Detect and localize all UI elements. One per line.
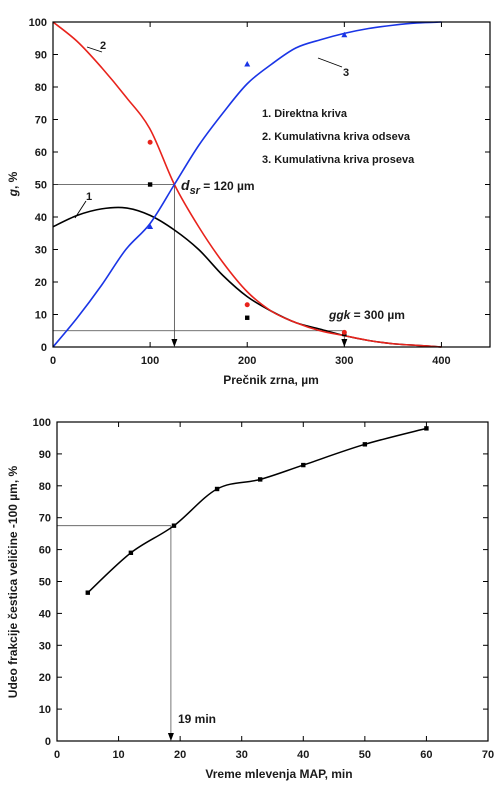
y-tick-label: 60 — [39, 545, 51, 557]
milling-curve-point — [128, 550, 134, 555]
curves — [87, 427, 427, 594]
milling-curve-point — [171, 523, 177, 528]
curves — [52, 21, 442, 348]
y-tick-label: 100 — [33, 417, 51, 429]
y-tick-label: 0 — [41, 342, 47, 354]
x-axis-ticks: 0 10 20 30 40 50 60 70 — [54, 422, 494, 761]
curve-label-1-pointer — [74, 200, 87, 219]
y-tick-label: 50 — [39, 577, 51, 589]
curve-label-2: 2 — [100, 40, 106, 52]
direct-curve-point — [147, 182, 153, 187]
y-tick-label: 70 — [39, 513, 51, 525]
legend-item-3: 3. Kumulativna kriva proseva — [262, 154, 415, 166]
y-axis-label-unit: , % — [6, 171, 20, 189]
ggk-symbol: ggk — [328, 308, 352, 322]
plot-frame — [52, 21, 491, 348]
y-tick-label: 90 — [35, 50, 47, 62]
milling-curve-point — [362, 442, 368, 447]
oversize-curve-point — [147, 139, 153, 145]
dsr-value: = 120 µm — [200, 179, 255, 193]
x-tick-label: 400 — [432, 355, 450, 367]
curve-label-3-pointer — [317, 57, 343, 68]
x-tick-label: 20 — [174, 749, 186, 761]
y-axis-label: Udeo frakcije čestica veličine -100 µm, … — [6, 465, 20, 698]
reference-lines — [57, 525, 174, 741]
legend-item-1: 1. Direktna kriva — [262, 108, 348, 120]
y-tick-label: 20 — [39, 672, 51, 684]
x-axis-label: Vreme mlevenja MAP, min — [205, 767, 352, 781]
x-tick-label: 0 — [54, 749, 60, 761]
y-tick-label: 80 — [39, 481, 51, 493]
data-points — [147, 31, 348, 337]
oversize-curve-point — [341, 329, 347, 335]
oversize-curve-line — [52, 21, 442, 348]
milling-curve-point — [424, 426, 429, 431]
milling-curve-point — [214, 486, 220, 492]
y-tick-label: 50 — [35, 180, 47, 192]
undersize-curve-line — [52, 21, 442, 348]
x-axis-label: Prečnik zrna, µm — [223, 373, 319, 387]
time-annotation: 19 min — [178, 712, 216, 726]
x-tick-label: 10 — [112, 749, 124, 761]
y-axis-label-symbol: g — [6, 188, 20, 197]
milling-curve-point — [301, 462, 306, 468]
x-tick-label: 70 — [482, 749, 494, 761]
y-tick-label: 100 — [29, 17, 47, 29]
undersize-curve-point — [244, 61, 251, 67]
x-tick-label: 40 — [297, 749, 309, 761]
milling-curve-line — [87, 427, 427, 594]
ref-arrow — [167, 733, 174, 741]
ggk-value: = 300 µm — [350, 308, 405, 322]
plot-frame — [56, 421, 489, 742]
curve-label-3: 3 — [343, 67, 349, 79]
y-tick-label: 10 — [35, 310, 47, 322]
undersize-curve-point — [341, 31, 348, 38]
dsr-arrow — [171, 339, 178, 347]
data-points — [85, 426, 429, 595]
dsr-annotation: dsr = 120 µm — [181, 177, 255, 197]
milling-curve-point — [257, 477, 263, 482]
x-tick-label: 200 — [238, 355, 256, 367]
y-axis-label: g, % — [6, 171, 20, 197]
legend-item-2: 2. Kumulativna kriva odseva — [262, 131, 411, 143]
legend: 1. Direktna kriva 2. Kumulativna kriva o… — [262, 108, 415, 166]
y-tick-label: 80 — [35, 82, 47, 94]
y-tick-label: 60 — [35, 147, 47, 159]
y-tick-label: 10 — [39, 704, 51, 716]
x-tick-label: 60 — [420, 749, 432, 761]
x-axis-ticks: 0 100 200 300 400 — [50, 22, 451, 367]
curve-label-1: 1 — [86, 191, 92, 203]
y-tick-label: 90 — [39, 449, 51, 461]
undersize-curve-point — [147, 223, 154, 229]
dsr-symbol: d — [181, 177, 190, 193]
x-tick-label: 0 — [50, 355, 56, 367]
y-tick-label: 30 — [35, 245, 47, 257]
curve-label-2-pointer — [86, 46, 103, 53]
direct-curve-point — [245, 315, 250, 320]
ggk-annotation: ggk = 300 µm — [328, 308, 405, 322]
y-tick-label: 40 — [35, 212, 47, 224]
dsr-subscript: sr — [190, 185, 201, 197]
x-tick-label: 50 — [359, 749, 371, 761]
y-tick-label: 70 — [35, 115, 47, 127]
y-tick-label: 20 — [35, 277, 47, 289]
y-axis-ticks: 0 10 20 30 40 50 60 70 80 90 100 — [29, 17, 490, 354]
milling-curve-point — [85, 590, 90, 595]
x-tick-label: 100 — [141, 355, 159, 367]
milling-time-chart: 0 10 20 30 40 50 60 70 80 90 100 0 10 20 30 40 50 60 70 1… — [6, 417, 494, 781]
y-tick-label: 40 — [39, 608, 51, 620]
oversize-curve-point — [244, 302, 250, 308]
x-tick-label: 30 — [236, 749, 248, 761]
y-tick-label: 30 — [39, 640, 51, 652]
x-tick-label: 300 — [335, 355, 353, 367]
ggk-arrow — [341, 339, 348, 347]
y-tick-label: 0 — [45, 736, 51, 748]
y-axis-ticks: 0 10 20 30 40 50 60 70 80 90 100 — [33, 417, 488, 748]
direct-curve-line — [52, 206, 442, 348]
grain-size-chart: 0 10 20 30 40 50 60 70 80 90 100 0 100 200 300 400 2 1… — [6, 17, 491, 387]
